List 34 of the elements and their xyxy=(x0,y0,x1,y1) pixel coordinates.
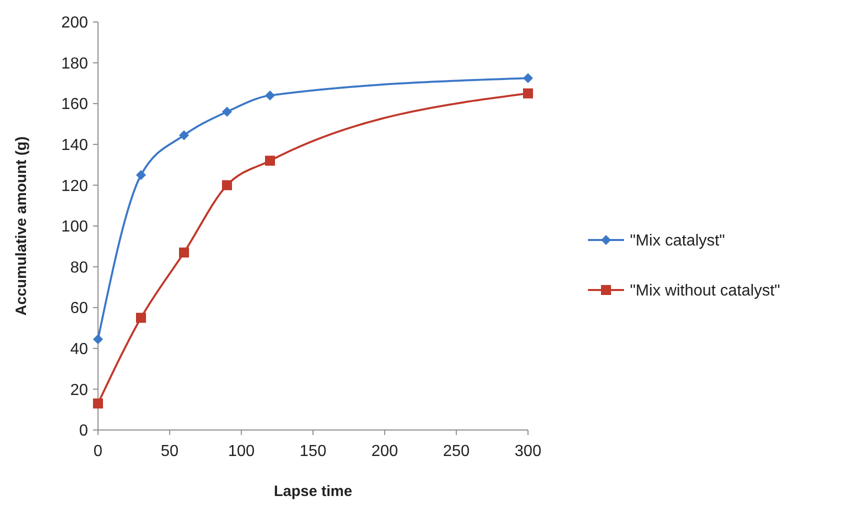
y-tick-label: 180 xyxy=(61,55,88,72)
point xyxy=(93,398,103,408)
point xyxy=(222,106,232,117)
point xyxy=(265,90,275,100)
x-tick-label: 250 xyxy=(442,443,470,460)
y-axis-title: Accumulative amount (g) xyxy=(13,136,30,316)
point xyxy=(93,334,103,344)
x-tick-label: 50 xyxy=(160,443,179,460)
x-tick-label: 300 xyxy=(514,443,542,460)
point xyxy=(136,170,146,180)
x-axis-title: Lapse time xyxy=(274,483,352,500)
point xyxy=(265,156,275,166)
y-tick-label: 20 xyxy=(70,382,88,399)
x-tick-label: 0 xyxy=(94,443,103,460)
y-tick-label: 160 xyxy=(61,96,88,114)
y-tick-label: 0 xyxy=(79,422,88,440)
legend-label: "Mix catalyst" xyxy=(630,232,725,250)
point xyxy=(179,248,189,258)
point xyxy=(179,130,189,140)
point xyxy=(136,312,146,323)
y-tick-label: 60 xyxy=(70,300,88,318)
x-tick-label: 200 xyxy=(371,443,398,460)
y-tick-label: 120 xyxy=(61,178,88,195)
x-tick-label: 150 xyxy=(300,443,326,460)
y-tick-label: 200 xyxy=(61,14,88,32)
point xyxy=(222,180,232,190)
y-tick-label: 80 xyxy=(70,259,88,276)
y-tick-label: 40 xyxy=(70,341,88,358)
point xyxy=(523,73,533,84)
x-tick-label: 100 xyxy=(228,443,255,460)
legend-label: "Mix without catalyst" xyxy=(630,282,780,300)
y-tick-label: 140 xyxy=(61,137,88,154)
y-tick-label: 100 xyxy=(61,218,88,236)
point xyxy=(523,88,533,98)
